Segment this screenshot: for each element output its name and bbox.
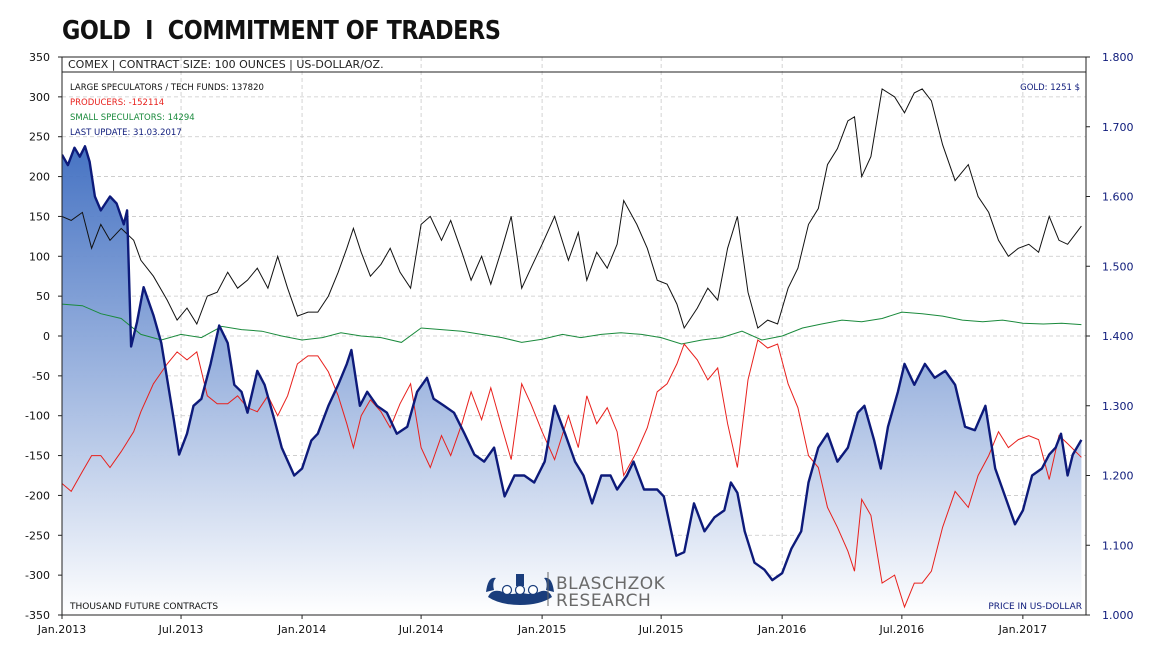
- left-tick-label: -150: [25, 450, 50, 463]
- left-tick-label: 200: [29, 171, 50, 184]
- x-tick-label: Jan.2017: [998, 623, 1047, 636]
- right-tick-label: 1.600: [1102, 191, 1134, 204]
- chart-title: GOLD I COMMITMENT OF TRADERS: [62, 16, 501, 46]
- left-axis-ticks: 350 300 250 200 150 100 50 0 -50 -100 -150 -200 -250…: [25, 51, 62, 622]
- left-tick-label: -300: [25, 569, 50, 582]
- chart-subtitle: COMEX | CONTRACT SIZE: 100 OUNCES | US-D…: [68, 58, 384, 71]
- left-tick-label: 100: [29, 250, 50, 263]
- right-axis-caption: PRICE IN US-DOLLAR: [988, 602, 1082, 612]
- left-tick-label: -100: [25, 410, 50, 423]
- x-tick-label: Jul.2016: [878, 623, 924, 636]
- right-tick-label: 1.500: [1102, 260, 1134, 273]
- gold-price-area: [62, 146, 1082, 615]
- left-tick-label: -250: [25, 529, 50, 542]
- right-tick-label: 1.200: [1102, 470, 1134, 483]
- legend-small-specs: SMALL SPECULATORS: 14294: [70, 113, 195, 123]
- left-tick-label: 250: [29, 131, 50, 144]
- x-tick-label: Jul.2015: [638, 623, 684, 636]
- small-speculators-line: [62, 303, 1082, 345]
- gold-price-line: [62, 145, 1083, 582]
- x-axis-ticks: Jan.2013 Jul.2013 Jan.2014 Jul.2014 Jan.2015…: [37, 615, 1047, 636]
- left-tick-label: 150: [29, 210, 50, 223]
- right-tick-label: 1.300: [1102, 400, 1134, 413]
- right-tick-label: 1.800: [1102, 51, 1134, 64]
- logo-line-2: RESEARCH: [556, 591, 651, 611]
- x-tick-label: Jan.2016: [757, 623, 806, 636]
- legend-gold-price: GOLD: 1251 $: [1020, 83, 1080, 93]
- legend-large-specs: LARGE SPECULATORS / TECH FUNDS: 137820: [70, 83, 264, 93]
- right-tick-label: 1.400: [1102, 330, 1134, 343]
- x-tick-label: Jul.2013: [158, 623, 204, 636]
- producers-line: [62, 339, 1082, 609]
- right-tick-label: 1.100: [1102, 539, 1134, 552]
- left-tick-label: -50: [32, 370, 50, 383]
- left-tick-label: -200: [25, 489, 50, 502]
- right-tick-label: 1.700: [1102, 121, 1134, 134]
- x-tick-label: Jan.2014: [277, 623, 326, 636]
- right-axis-ticks: 1.800 1.700 1.600 1.500 1.400 1.300 1.200 1.100…: [1086, 51, 1134, 622]
- left-tick-label: -350: [25, 609, 50, 622]
- blaschzok-logo: BLASCHZOK RESEARCH: [486, 572, 666, 611]
- x-tick-label: Jan.2015: [517, 623, 566, 636]
- x-tick-label: Jul.2014: [398, 623, 444, 636]
- viking-ship-icon: [486, 574, 554, 605]
- legend-producers: PRODUCERS: -152114: [70, 98, 164, 108]
- left-tick-label: 0: [43, 330, 50, 343]
- x-tick-label: Jan.2013: [37, 623, 86, 636]
- right-tick-label: 1.000: [1102, 609, 1134, 622]
- left-tick-label: 50: [36, 290, 50, 303]
- left-tick-label: 350: [29, 51, 50, 64]
- left-tick-label: 300: [29, 91, 50, 104]
- legend-last-update: LAST UPDATE: 31.03.2017: [70, 128, 182, 138]
- logo-line-1: BLASCHZOK: [556, 574, 666, 594]
- left-axis-caption: THOUSAND FUTURE CONTRACTS: [69, 602, 218, 612]
- large-speculators-line: [62, 88, 1082, 330]
